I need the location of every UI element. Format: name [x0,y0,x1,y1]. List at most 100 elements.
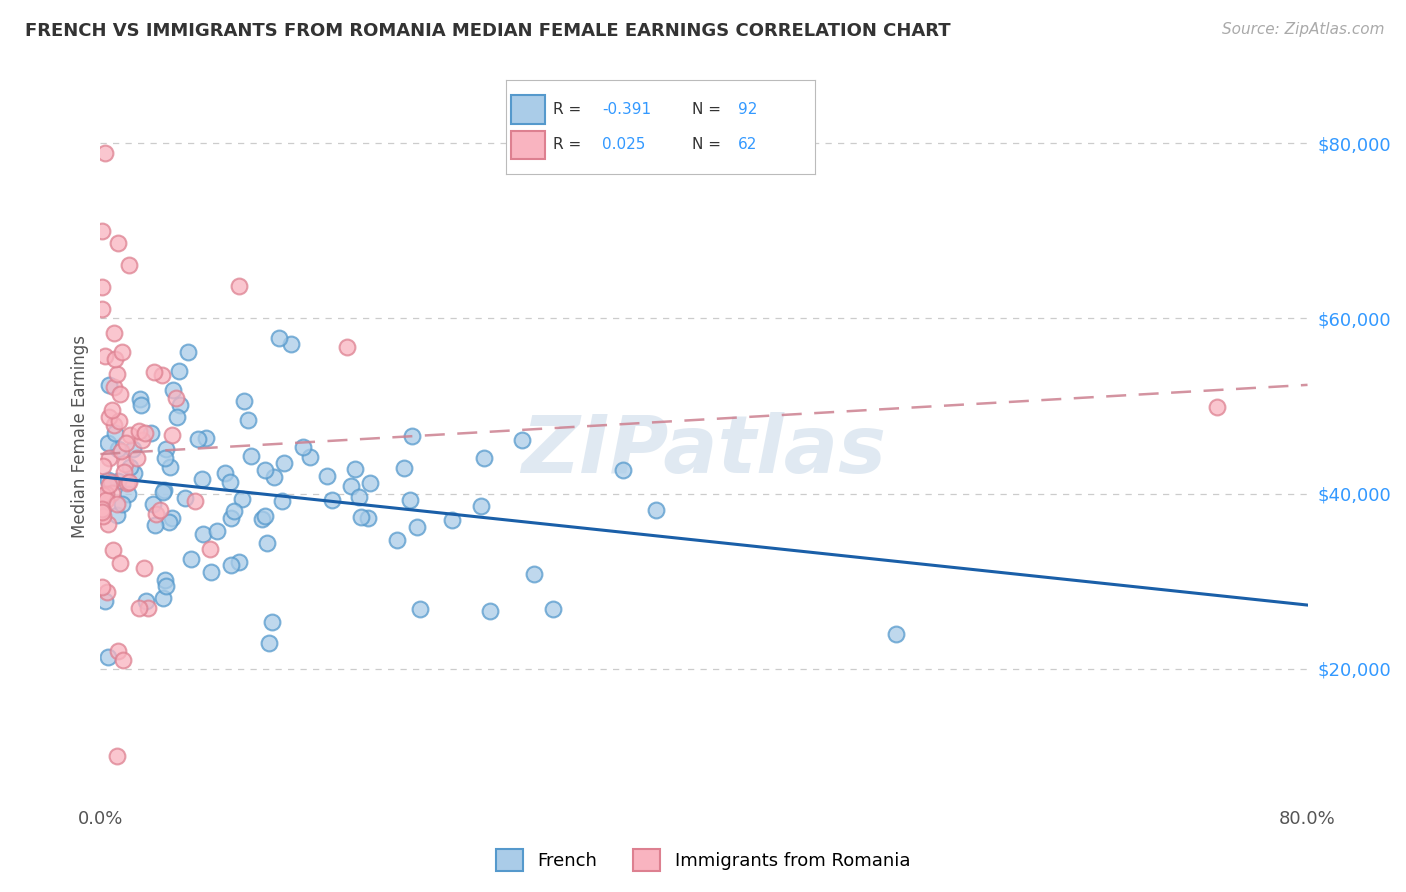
Point [96,584,118,599]
Point [97,477,120,491]
Point [105,749,128,764]
Point [167,364,190,378]
Point [155,579,177,593]
Point [359,475,381,490]
Point [153,573,176,587]
Point [236,413,259,427]
Point [219,558,242,573]
Point [104,351,127,366]
Point [401,429,423,443]
Point [97,409,120,424]
Point [98,378,121,392]
Point [233,394,256,409]
Point [254,509,277,524]
Point [129,398,152,412]
Point [339,478,361,492]
Point [104,425,127,440]
Point [107,367,129,381]
Text: 62: 62 [738,137,758,153]
Point [316,469,339,483]
Point [177,344,200,359]
Point [129,392,152,407]
Text: R =: R = [553,102,581,117]
Point [240,449,263,463]
Point [101,543,124,558]
Point [94,490,117,504]
Point [93,508,115,523]
Point [219,511,242,525]
Point [228,555,250,569]
Point [612,463,634,477]
Point [200,565,222,579]
Point [198,542,221,557]
Point [153,483,176,497]
Point [321,492,343,507]
Point [193,526,215,541]
Point [343,461,366,475]
Point [155,442,177,456]
Point [107,474,129,488]
Point [108,556,131,570]
Point [111,345,134,359]
Point [160,511,183,525]
Point [90,224,112,238]
Text: N =: N = [692,137,721,153]
Point [441,513,464,527]
Y-axis label: Median Female Earnings: Median Female Earnings [72,335,89,538]
Point [165,391,187,405]
Point [336,340,359,354]
Point [118,428,141,442]
Point [356,511,378,525]
Point [162,383,184,397]
Point [122,467,145,481]
Point [98,450,121,465]
Text: 0.025: 0.025 [602,137,645,153]
Point [884,627,907,641]
Point [254,463,277,477]
Point [145,507,167,521]
Point [128,424,150,438]
Point [131,434,153,448]
Point [101,486,124,500]
Point [110,444,132,458]
Point [90,505,112,519]
Point [134,425,156,440]
Point [142,497,165,511]
Point [93,488,115,502]
Point [115,435,138,450]
Point [148,503,170,517]
Point [409,602,432,616]
Point [256,535,278,549]
Point [280,337,302,351]
Point [90,502,112,516]
Point [160,428,183,442]
Point [472,450,495,465]
Point [152,591,174,605]
Point [114,457,136,471]
Point [97,516,120,531]
Point [174,491,197,506]
Point [111,497,134,511]
Text: FRENCH VS IMMIGRANTS FROM ROMANIA MEDIAN FEMALE EARNINGS CORRELATION CHART: FRENCH VS IMMIGRANTS FROM ROMANIA MEDIAN… [25,22,950,40]
Point [1206,400,1229,414]
Point [105,508,128,522]
Point [191,472,214,486]
Point [180,552,202,566]
Point [107,644,129,658]
Text: 92: 92 [738,102,758,117]
Point [101,402,124,417]
Point [214,466,236,480]
Point [118,459,141,474]
FancyBboxPatch shape [510,130,544,159]
Point [94,488,117,502]
Point [107,442,129,456]
Point [183,494,205,508]
Point [118,258,141,272]
Point [298,450,321,465]
Point [91,458,114,473]
Point [93,146,115,161]
Point [470,500,492,514]
Point [292,440,315,454]
Point [117,487,139,501]
Point [97,436,120,450]
